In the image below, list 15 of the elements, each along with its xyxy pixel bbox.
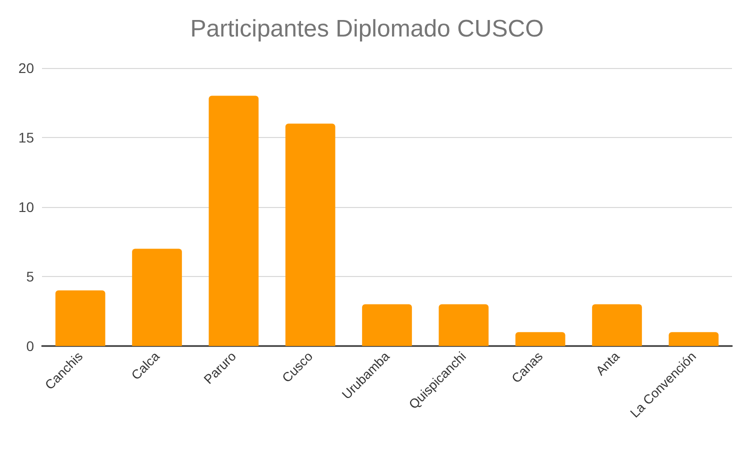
bar [592,304,642,346]
y-tick-label: 15 [18,130,34,146]
bar [208,96,259,346]
bar [515,332,566,346]
y-tick-label: 20 [18,60,34,76]
bar [55,290,106,346]
y-tick-label: 0 [26,338,34,354]
bar [362,304,412,346]
bar [285,124,336,346]
bar [438,304,489,346]
bar [668,332,719,346]
chart-title: Participantes Diplomado CUSCO [190,16,544,42]
y-tick-label: 5 [26,268,34,284]
y-tick-label: 10 [18,199,34,215]
bar [132,248,182,346]
